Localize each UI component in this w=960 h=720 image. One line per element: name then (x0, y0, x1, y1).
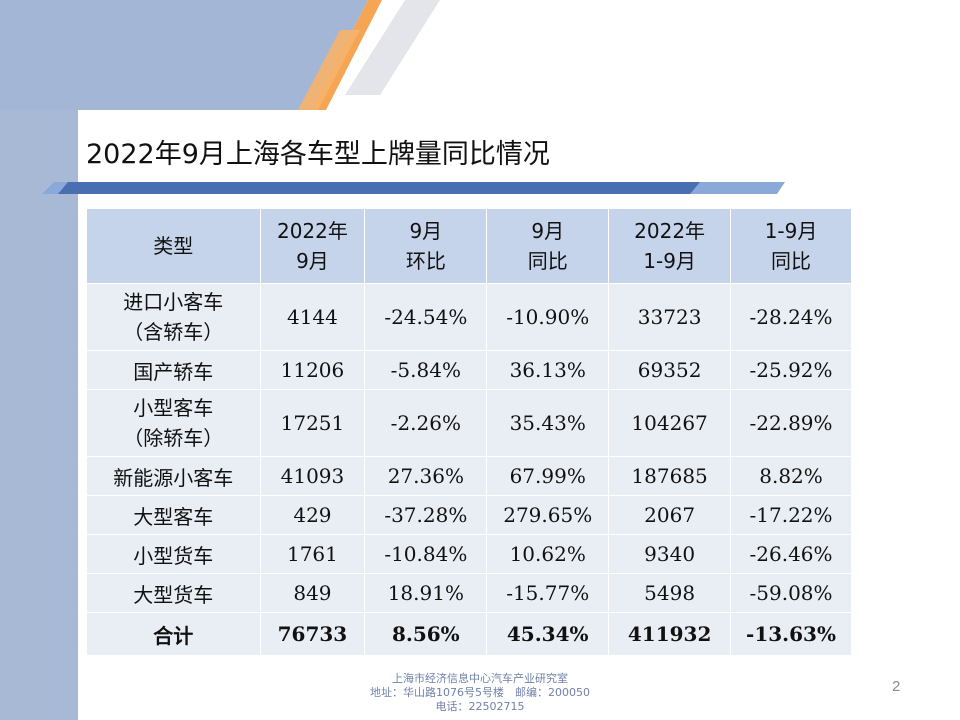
cell-ytd-yoy: -22.89% (730, 389, 852, 457)
cell-ytd: 2067 (608, 495, 732, 535)
top-decor-shapes (0, 0, 440, 110)
cell-ytd: 9340 (608, 534, 732, 574)
table-total-row: 合计 76733 8.56% 45.34% 411932 -13.63% (86, 612, 852, 656)
cell-ytd-yoy: -25.92% (730, 350, 852, 390)
cell-type: 小型货车 (86, 534, 261, 574)
header-ytd-2022: 2022年 1-9月 (608, 208, 732, 284)
left-decor-band (0, 0, 78, 720)
cell-sep2022: 76733 (259, 612, 366, 656)
header-sep-mom: 9月 环比 (364, 208, 488, 284)
registration-table: 类型 2022年 9月 9月 环比 9月 同比 2022年 1-9月 1-9月 同比 进口… (86, 208, 852, 656)
cell-type: 进口小客车 （含轿车） (86, 283, 261, 351)
cell-type: 国产轿车 (86, 350, 261, 390)
cell-sep2022: 1761 (259, 534, 366, 574)
cell-type: 小型客车 （除轿车） (86, 389, 261, 457)
cell-mom: -5.84% (364, 350, 488, 390)
cell-ytd: 5498 (608, 573, 732, 613)
cell-type: 合计 (86, 612, 261, 656)
cell-type: 大型客车 (86, 495, 261, 535)
cell-sep2022: 17251 (259, 389, 366, 457)
cell-yoy: 10.62% (486, 534, 610, 574)
cell-sep2022: 11206 (259, 350, 366, 390)
header-sep-yoy: 9月 同比 (486, 208, 610, 284)
cell-mom: 8.56% (364, 612, 488, 656)
slide-title: 2022年9月上海各车型上牌量同比情况 (86, 139, 550, 170)
header-sep-2022: 2022年 9月 (259, 208, 366, 284)
page-number: 2 (892, 678, 901, 695)
cell-yoy: 279.65% (486, 495, 610, 535)
table-row: 进口小客车 （含轿车） 4144 -24.54% -10.90% 33723 -2… (86, 283, 852, 351)
cell-sep2022: 429 (259, 495, 366, 535)
cell-yoy: 45.34% (486, 612, 610, 656)
header-ytd-yoy: 1-9月 同比 (730, 208, 852, 284)
cell-sep2022: 4144 (259, 283, 366, 351)
cell-ytd-yoy: -13.63% (730, 612, 852, 656)
table-row: 小型客车 （除轿车） 17251 -2.26% 35.43% 104267 -22… (86, 389, 852, 457)
cell-ytd: 187685 (608, 456, 732, 496)
table-row: 大型货车 849 18.91% -15.77% 5498 -59.08% (86, 573, 852, 613)
cell-ytd: 69352 (608, 350, 732, 390)
title-divider (42, 182, 785, 194)
cell-ytd-yoy: 8.82% (730, 456, 852, 496)
header-type: 类型 (86, 208, 261, 284)
cell-ytd: 33723 (608, 283, 732, 351)
footer-address: 地址：华山路1076号5号楼 邮编：200050 (370, 686, 590, 699)
cell-yoy: 36.13% (486, 350, 610, 390)
cell-yoy: -10.90% (486, 283, 610, 351)
footer-org: 上海市经济信息中心汽车产业研究室 (392, 672, 568, 685)
footer-contact: 上海市经济信息中心汽车产业研究室 地址：华山路1076号5号楼 邮编：20005… (360, 672, 600, 714)
table-row: 大型客车 429 -37.28% 279.65% 2067 -17.22% (86, 495, 852, 535)
cell-mom: -37.28% (364, 495, 488, 535)
cell-type: 新能源小客车 (86, 456, 261, 496)
table-header-row: 类型 2022年 9月 9月 环比 9月 同比 2022年 1-9月 1-9月 同比 (86, 208, 852, 284)
cell-mom: -2.26% (364, 389, 488, 457)
cell-ytd-yoy: -26.46% (730, 534, 852, 574)
footer-phone: 电话：22502715 (435, 700, 525, 713)
table-row: 新能源小客车 41093 27.36% 67.99% 187685 8.82% (86, 456, 852, 496)
cell-mom: -24.54% (364, 283, 488, 351)
cell-mom: 27.36% (364, 456, 488, 496)
cell-yoy: 35.43% (486, 389, 610, 457)
table-row: 小型货车 1761 -10.84% 10.62% 9340 -26.46% (86, 534, 852, 574)
cell-sep2022: 41093 (259, 456, 366, 496)
cell-ytd-yoy: -59.08% (730, 573, 852, 613)
cell-yoy: -15.77% (486, 573, 610, 613)
cell-ytd-yoy: -17.22% (730, 495, 852, 535)
cell-ytd: 411932 (608, 612, 732, 656)
cell-yoy: 67.99% (486, 456, 610, 496)
cell-ytd: 104267 (608, 389, 732, 457)
cell-ytd-yoy: -28.24% (730, 283, 852, 351)
cell-mom: 18.91% (364, 573, 488, 613)
cell-sep2022: 849 (259, 573, 366, 613)
cell-type: 大型货车 (86, 573, 261, 613)
cell-mom: -10.84% (364, 534, 488, 574)
table-row: 国产轿车 11206 -5.84% 36.13% 69352 -25.92% (86, 350, 852, 390)
